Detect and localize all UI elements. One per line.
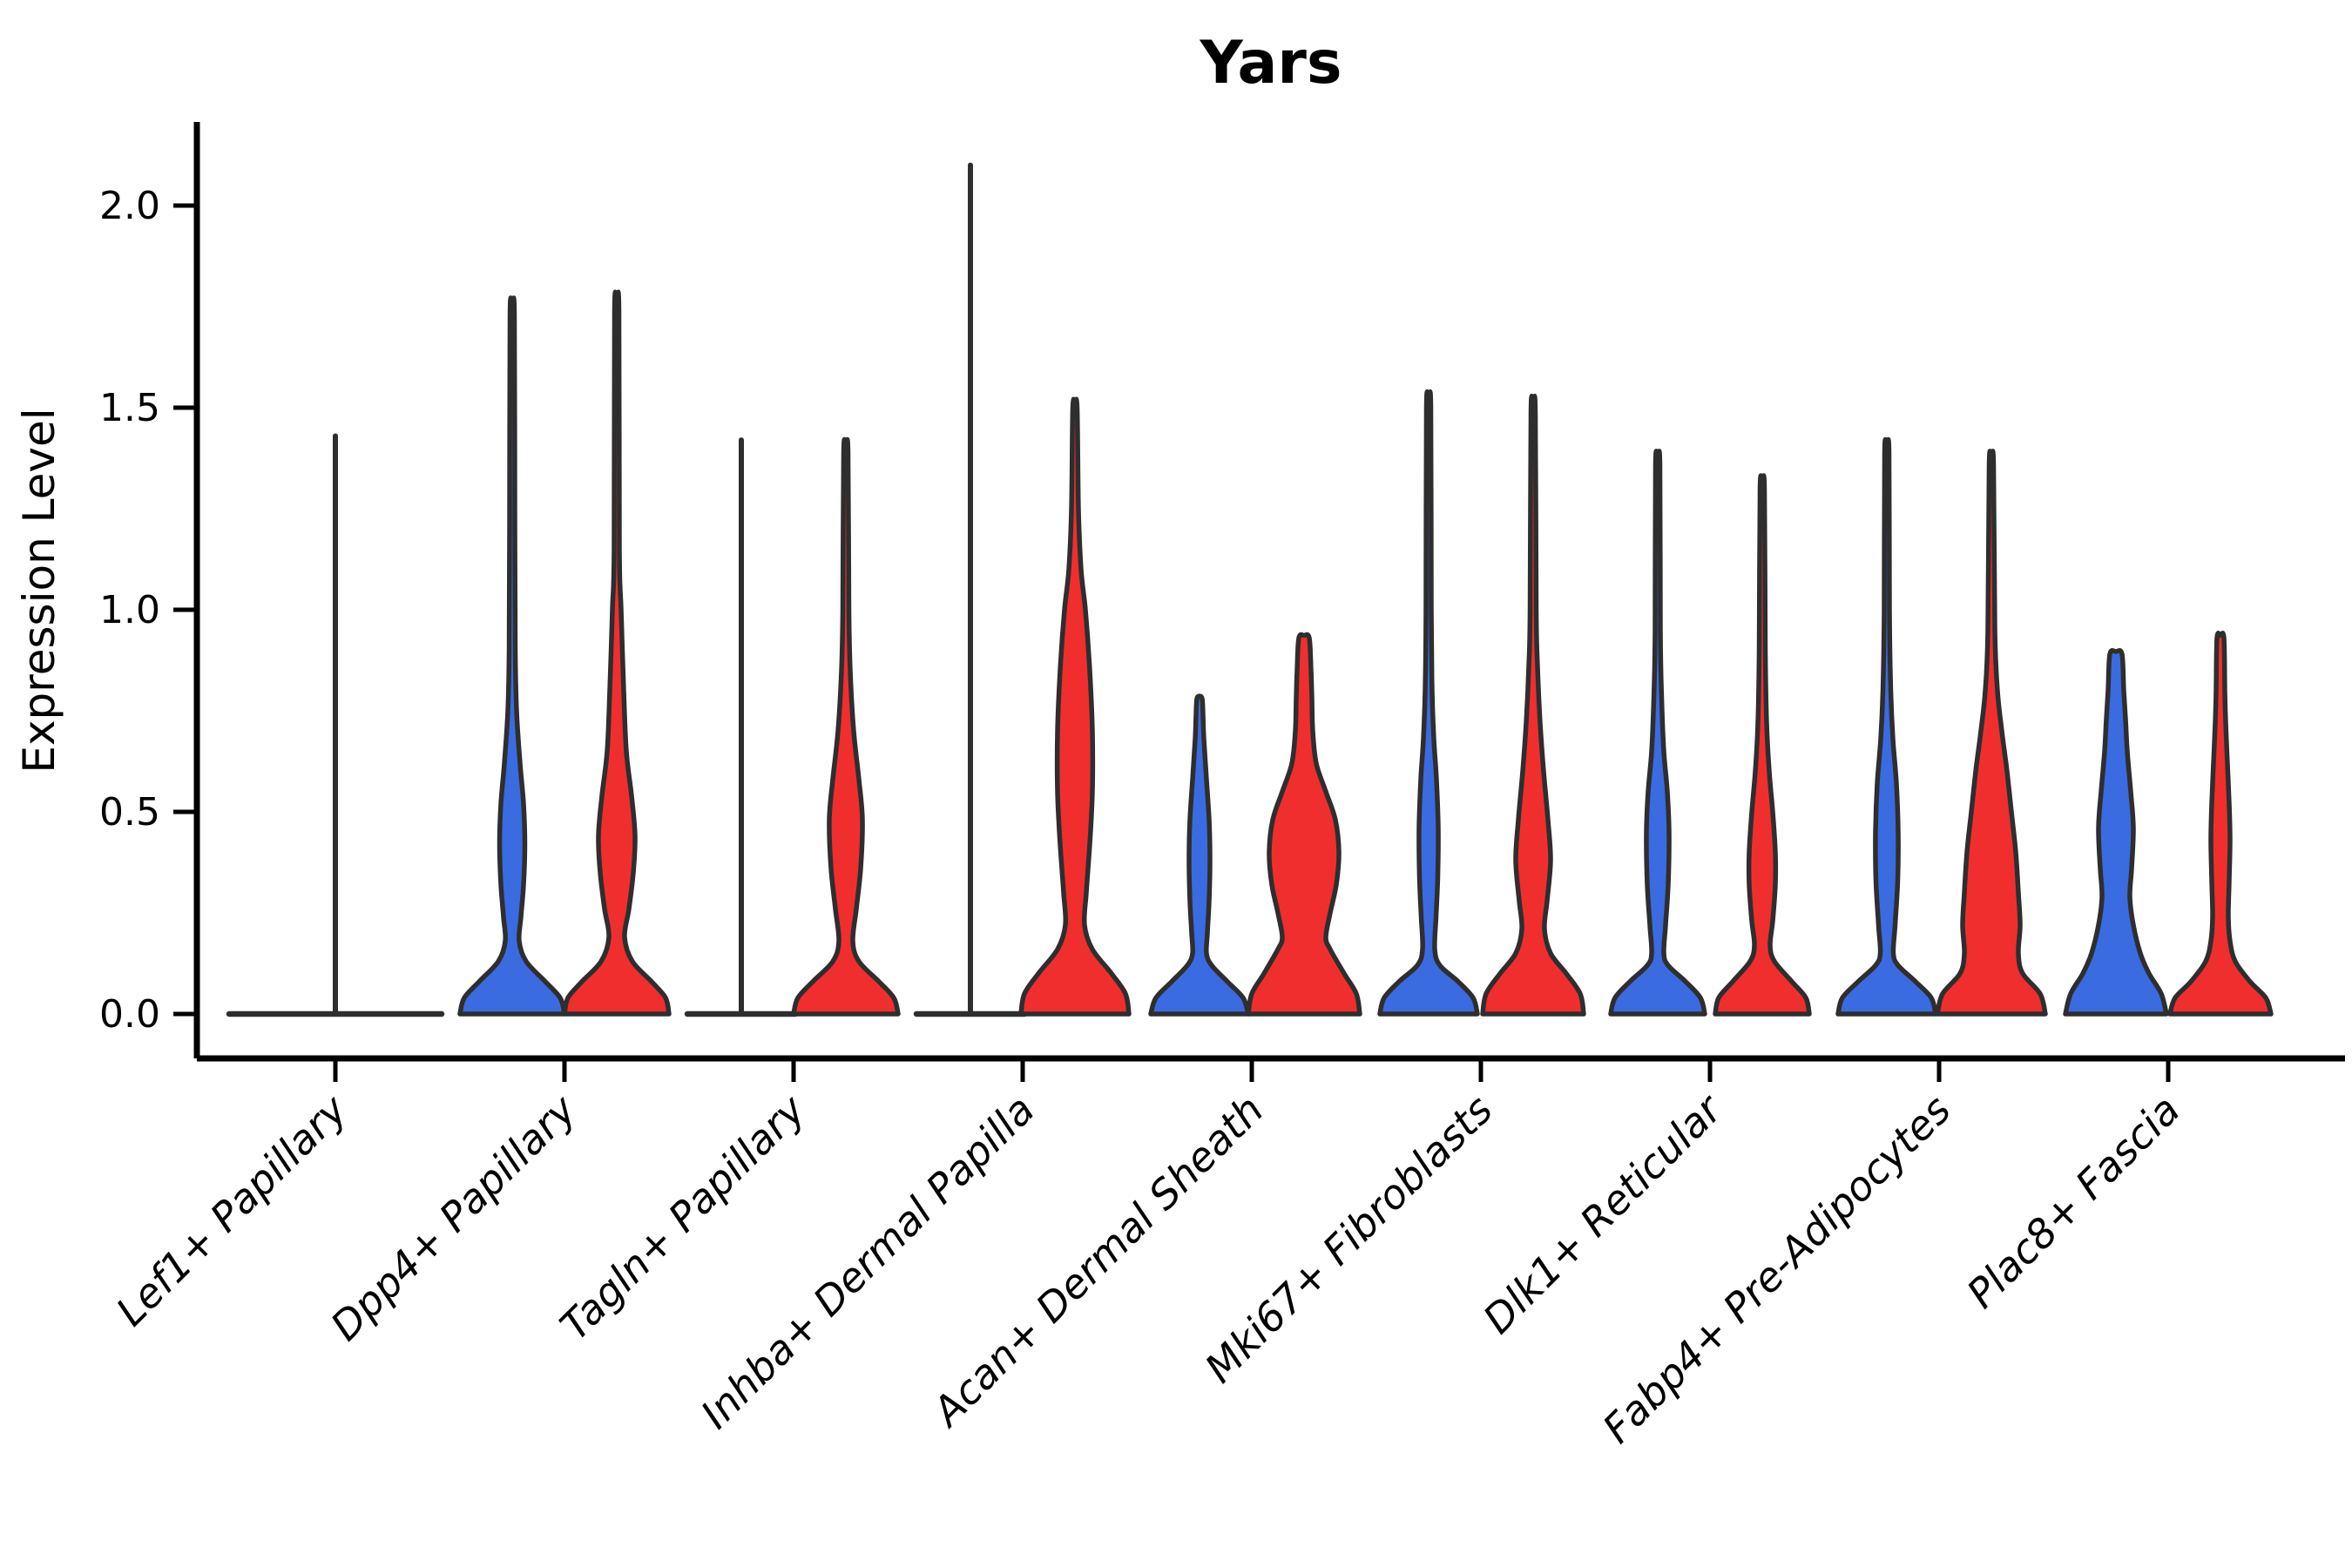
violin-acan-dermal-sheath-red bbox=[1246, 632, 1362, 1017]
x-tick-label-dpp4-papillary: Dpp4+ Papillary bbox=[321, 1085, 585, 1349]
violin-dpp4-papillary-blue bbox=[457, 295, 567, 1017]
violin-dlk1-reticular-red bbox=[1713, 473, 1812, 1017]
violin-dlk1-reticular-blue bbox=[1608, 449, 1707, 1017]
y-axis-label: Expression Level bbox=[14, 408, 64, 773]
y-tick-label-4: 2.0 bbox=[99, 184, 160, 228]
x-tick-label-plac8-fascia: Plac8+ Fascia bbox=[1957, 1086, 2188, 1317]
y-tick-label-1: 0.5 bbox=[99, 790, 160, 835]
y-tick-label-0: 0.0 bbox=[99, 992, 160, 1037]
violin-mki67-fibroblasts-red bbox=[1480, 394, 1586, 1017]
x-tick-label-lef1-papillary: Lef1+ Papillary bbox=[107, 1085, 356, 1335]
y-tick-label-3: 1.5 bbox=[99, 386, 160, 430]
violin-tagln-papillary-red bbox=[791, 436, 901, 1017]
violin-dpp4-papillary-red bbox=[562, 289, 672, 1017]
violin-plac8-fascia-red bbox=[2167, 631, 2274, 1017]
violin-plac8-fascia-blue bbox=[2063, 647, 2169, 1017]
y-tick-label-2: 1.0 bbox=[99, 588, 160, 632]
violin-fabp4-pre-adipocytes-red bbox=[1935, 449, 2048, 1017]
x-tick-label-tagln-papillary: Tagln+ Papillary bbox=[551, 1085, 814, 1349]
violin-mki67-fibroblasts-blue bbox=[1377, 389, 1480, 1017]
chart-title: Yars bbox=[1200, 29, 1342, 98]
violin-acan-dermal-sheath-blue bbox=[1148, 693, 1251, 1017]
x-tick-label-dlk1-reticular: Dlk1+ Reticular bbox=[1474, 1084, 1733, 1342]
violin-fabp4-pre-adipocytes-blue bbox=[1835, 436, 1938, 1017]
violin-inhba-dermal-papilla-red bbox=[1018, 396, 1132, 1017]
